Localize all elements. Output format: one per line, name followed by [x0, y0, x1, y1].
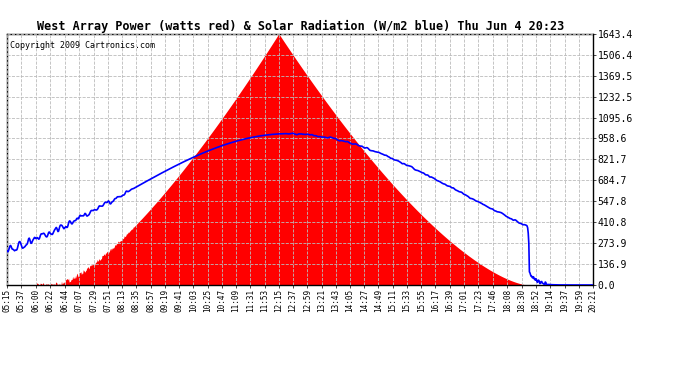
Title: West Array Power (watts red) & Solar Radiation (W/m2 blue) Thu Jun 4 20:23: West Array Power (watts red) & Solar Rad…: [37, 20, 564, 33]
Text: Copyright 2009 Cartronics.com: Copyright 2009 Cartronics.com: [10, 41, 155, 50]
